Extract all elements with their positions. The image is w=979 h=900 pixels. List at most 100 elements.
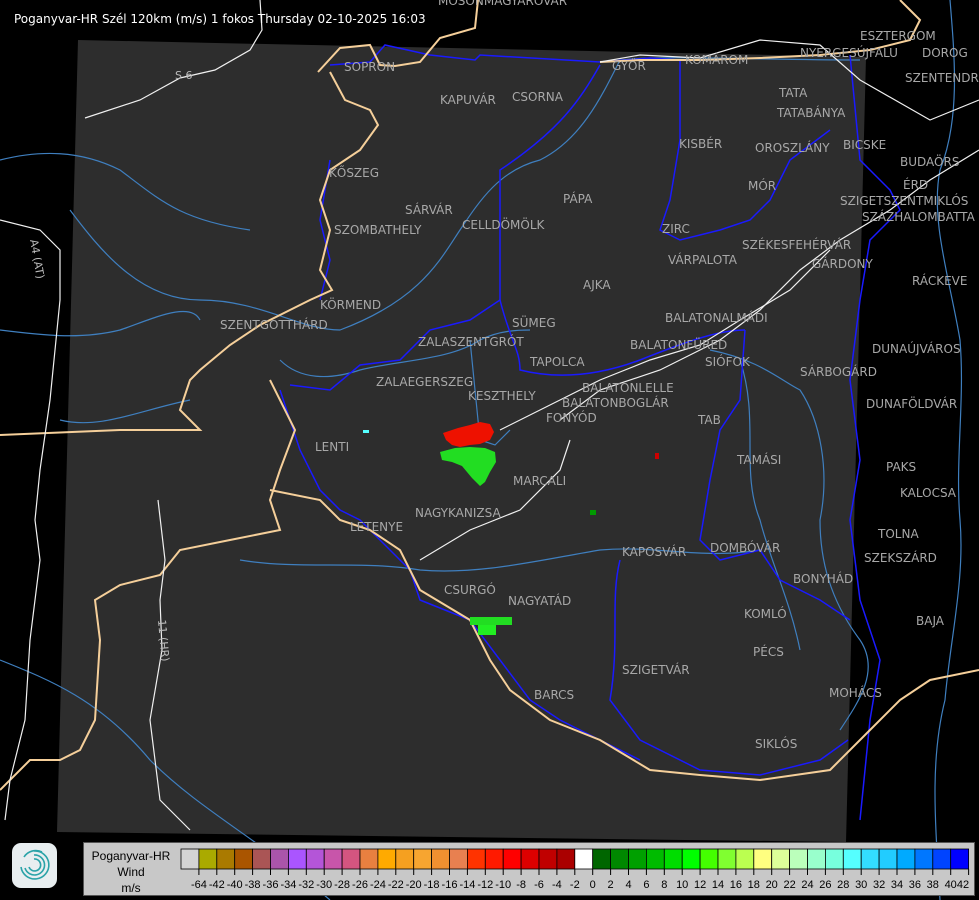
legend-tick-label: -28 (334, 879, 350, 891)
legend-tick-label: -2 (570, 879, 580, 891)
city-label: ESZTERGOM (860, 29, 936, 43)
legend-tick-label: -34 (280, 879, 296, 891)
legend-radar-name: Poganyvar-HR (91, 849, 171, 863)
road-label-s6: S 6 (175, 69, 192, 82)
city-label: BALATONLELLE (582, 381, 674, 395)
city-label: ÉRD (903, 177, 928, 192)
legend-title: Poganyvar-HR Wind m/s (86, 848, 176, 896)
city-label: ZALAEGERSZEG (376, 375, 473, 389)
city-label: TOLNA (877, 527, 919, 541)
legend-color-cell (771, 848, 791, 870)
legend-tick-label: -42 (209, 879, 225, 891)
legend-color-cell (288, 848, 307, 870)
legend-color-cell (359, 848, 379, 870)
legend-color-cell (896, 848, 916, 870)
legend-color-cell (950, 848, 970, 870)
legend-tick-label: -24 (370, 879, 386, 891)
city-label: KESZTHELY (468, 389, 536, 403)
legend-color-cell (431, 848, 450, 870)
city-label: BARCS (534, 688, 574, 702)
legend-tick-label: 18 (748, 879, 760, 891)
road-label-a4: A4 (AT) (27, 238, 47, 280)
legend-tick-label: 36 (909, 879, 921, 891)
legend-color-cell (914, 848, 934, 870)
legend-color-cell (252, 848, 271, 870)
city-label: PÁPA (563, 191, 593, 206)
legend-tick-label: -10 (495, 879, 511, 891)
legend-color-cell (628, 848, 647, 870)
legend-tick-label: -26 (352, 879, 368, 891)
legend-tick-label: -20 (406, 879, 422, 891)
legend-color-cell (842, 848, 862, 870)
city-label: VÁRPALOTA (668, 252, 738, 267)
legend-tick-label: -38 (245, 879, 261, 891)
city-label: ZIRC (662, 222, 690, 236)
legend-color-cell (699, 848, 719, 870)
city-label: SZÉKESFEHÉRVÁR (742, 237, 851, 252)
legend-color-cell (198, 848, 218, 870)
legend-color-cell (466, 848, 486, 870)
city-label: LETENYE (350, 520, 403, 534)
city-label: SIÓFOK (705, 354, 751, 369)
legend-color-cell (735, 848, 755, 870)
legend-tick-label: -32 (298, 879, 314, 891)
legend-tick-label: 24 (801, 879, 813, 891)
city-label: SZIGETSZENTMIKLÓS (840, 193, 968, 208)
echo-small-cyan (363, 430, 369, 433)
legend-color-cell (645, 848, 665, 870)
legend-color-cell (932, 848, 952, 870)
legend-color-cell (610, 848, 629, 870)
legend-tick-label: -4 (552, 879, 562, 891)
legend-tick-label: 30 (855, 879, 867, 891)
national-border (0, 0, 979, 791)
city-label: SZÁZHALOMBATTA (862, 209, 976, 224)
legend-tick-label: -8 (516, 879, 526, 891)
city-label: RÁCKEVE (912, 273, 967, 288)
city-label: KAPOSVÁR (622, 544, 686, 559)
echo-small-green (590, 510, 596, 515)
legend-tick-label: 22 (783, 879, 795, 891)
city-label: GÁRDONY (812, 256, 874, 271)
city-label: LENTI (315, 440, 349, 454)
swirl-logo (12, 843, 57, 888)
legend-color-cell (860, 848, 880, 870)
legend-color-cell (789, 848, 808, 870)
city-label: BALATONFÜRED (630, 336, 727, 352)
legend-color-cell (270, 848, 289, 870)
legend-tick-label: 4 (625, 879, 631, 891)
city-label: SOPRON (344, 60, 395, 74)
city-label: KÖRMEND (320, 296, 381, 312)
legend-tick-label: -18 (424, 879, 440, 891)
city-label: DOMBÓVÁR (710, 540, 780, 555)
legend-tick-label: 32 (873, 879, 885, 891)
legend-tick-label: 8 (661, 879, 667, 891)
legend-color-cell (556, 848, 576, 870)
city-label: AJKA (583, 278, 611, 292)
legend-color-cell (520, 848, 540, 870)
city-label: BALATONBOGLÁR (562, 395, 669, 410)
city-label: ZALASZENTGRÓT (418, 334, 524, 349)
city-label: KŐSZEG (329, 165, 379, 180)
city-label: CELLDÖMÖLK (462, 216, 546, 232)
city-label: NYERGESÚJFALU (800, 45, 898, 60)
legend-color-cell (180, 848, 200, 870)
legend-tick-label: 12 (694, 879, 706, 891)
legend-tick-label: 0 (590, 879, 596, 891)
city-label: BONYHÁD (793, 571, 853, 586)
legend-tick-label: -36 (263, 879, 279, 891)
legend-tick-label: 14 (712, 879, 724, 891)
legend-tick-label: -16 (442, 879, 458, 891)
legend-color-cell (449, 848, 468, 870)
city-label: MOSONMAGYARÓVÁR (438, 0, 567, 8)
legend-color-cell (216, 848, 236, 870)
city-label: TAMÁSI (736, 452, 781, 467)
legend-color-cell (484, 848, 504, 870)
echo-positive-wind-south (470, 617, 512, 625)
legend-color-cell (681, 848, 701, 870)
city-label: BUDAÖRS (900, 153, 959, 169)
city-label: GYŐR (612, 58, 646, 73)
city-label: SZOMBATHELY (334, 223, 422, 237)
city-label: SÁRVÁR (405, 202, 453, 217)
legend-tick-label: -22 (388, 879, 404, 891)
city-label: SZENTENDRE (905, 71, 979, 85)
